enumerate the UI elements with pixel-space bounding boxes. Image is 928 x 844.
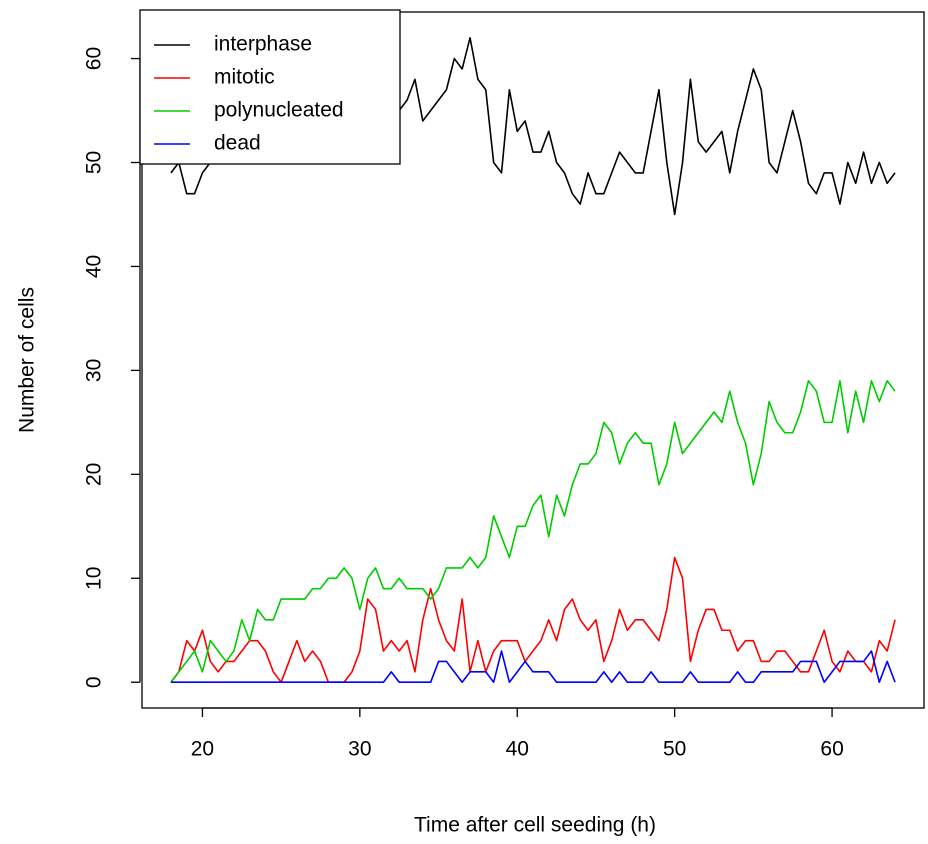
- y-tick-label: 0: [83, 676, 106, 688]
- y-tick-label: 10: [83, 567, 106, 590]
- y-tick-label: 30: [83, 359, 106, 382]
- legend-box: [139, 9, 401, 165]
- series-line: [170, 379, 896, 683]
- x-tick-label: 40: [506, 738, 529, 761]
- x-tick-label: 50: [663, 738, 686, 761]
- y-axis-label: Number of cells: [16, 287, 39, 433]
- legend-label: mitotic: [214, 66, 275, 89]
- x-tick-label: 20: [191, 738, 214, 761]
- legend-label: interphase: [214, 33, 312, 56]
- y-tick-label: 40: [83, 255, 106, 278]
- series-line: [170, 556, 896, 684]
- x-axis-label: Time after cell seeding (h): [414, 814, 656, 837]
- x-tick-label: 30: [348, 738, 371, 761]
- series-line: [170, 650, 896, 684]
- x-tick-label: 60: [820, 738, 843, 761]
- legend-label: dead: [214, 132, 261, 155]
- y-tick-label: 20: [83, 463, 106, 486]
- y-tick-label: 60: [83, 47, 106, 70]
- y-tick-label: 50: [83, 151, 106, 174]
- legend-label: polynucleated: [214, 99, 344, 122]
